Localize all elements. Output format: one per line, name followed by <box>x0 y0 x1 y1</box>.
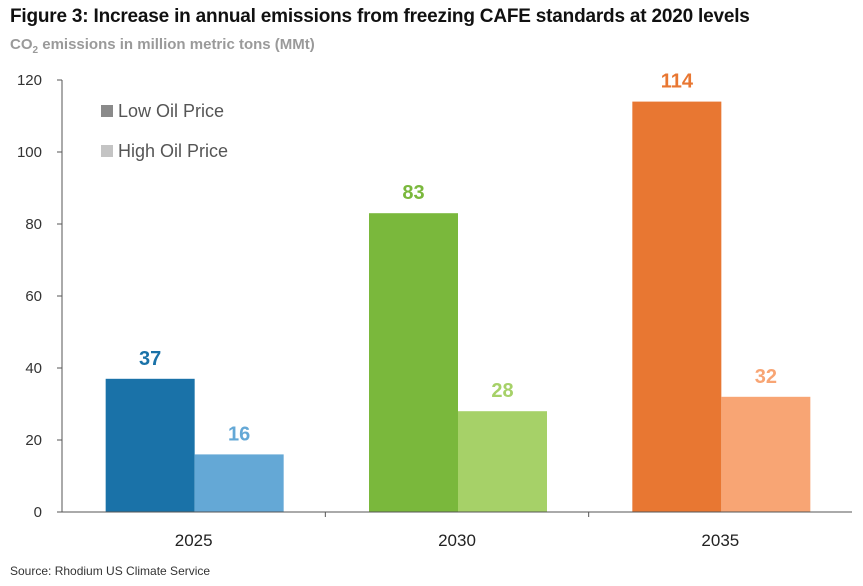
y-tick-label: 0 <box>34 504 42 521</box>
y-tick-label: 100 <box>17 144 42 161</box>
legend-swatch <box>101 105 113 117</box>
x-category-label: 2030 <box>438 531 476 550</box>
data-label: 16 <box>228 423 250 445</box>
data-label: 37 <box>139 348 161 370</box>
data-label: 83 <box>402 182 424 204</box>
legend: Low Oil Price High Oil Price <box>101 101 228 161</box>
data-labels: 37 16 83 28 114 32 <box>139 71 777 446</box>
y-tick-label: 60 <box>25 288 42 305</box>
data-label: 28 <box>491 380 513 402</box>
bar-high-oil-price-2025 <box>194 454 284 512</box>
subtitle-prefix: CO <box>10 36 33 53</box>
chart-title: Figure 3: Increase in annual emissions f… <box>10 6 750 27</box>
x-category-label: 2025 <box>175 531 213 550</box>
data-label: 114 <box>661 71 694 93</box>
data-label: 32 <box>755 366 777 388</box>
subtitle-suffix: emissions in million metric tons (MMt) <box>38 36 315 53</box>
legend-label: High Oil Price <box>118 141 228 161</box>
source-note: Source: Rhodium US Climate Service <box>10 564 211 578</box>
legend-label: Low Oil Price <box>118 101 224 121</box>
bar-low-oil-price-2035 <box>632 101 722 512</box>
y-tick-label: 40 <box>25 360 42 377</box>
bar-low-oil-price-2030 <box>369 213 458 512</box>
bars <box>105 101 811 512</box>
y-tick-label: 120 <box>17 72 42 89</box>
y-tick-label: 20 <box>25 432 42 449</box>
bar-high-oil-price-2030 <box>458 411 547 512</box>
x-axis: 2025 2030 2035 <box>62 511 852 550</box>
chart-subtitle: CO2 emissions in million metric tons (MM… <box>10 36 315 56</box>
subtitle-subscript: 2 <box>32 45 39 56</box>
x-category-label: 2035 <box>701 531 739 550</box>
legend-swatch <box>101 145 113 157</box>
bar-low-oil-price-2025 <box>105 378 195 512</box>
y-axis: 0 20 40 60 80 100 120 <box>17 72 63 521</box>
y-tick-label: 80 <box>25 216 42 233</box>
bar-high-oil-price-2035 <box>721 396 811 512</box>
